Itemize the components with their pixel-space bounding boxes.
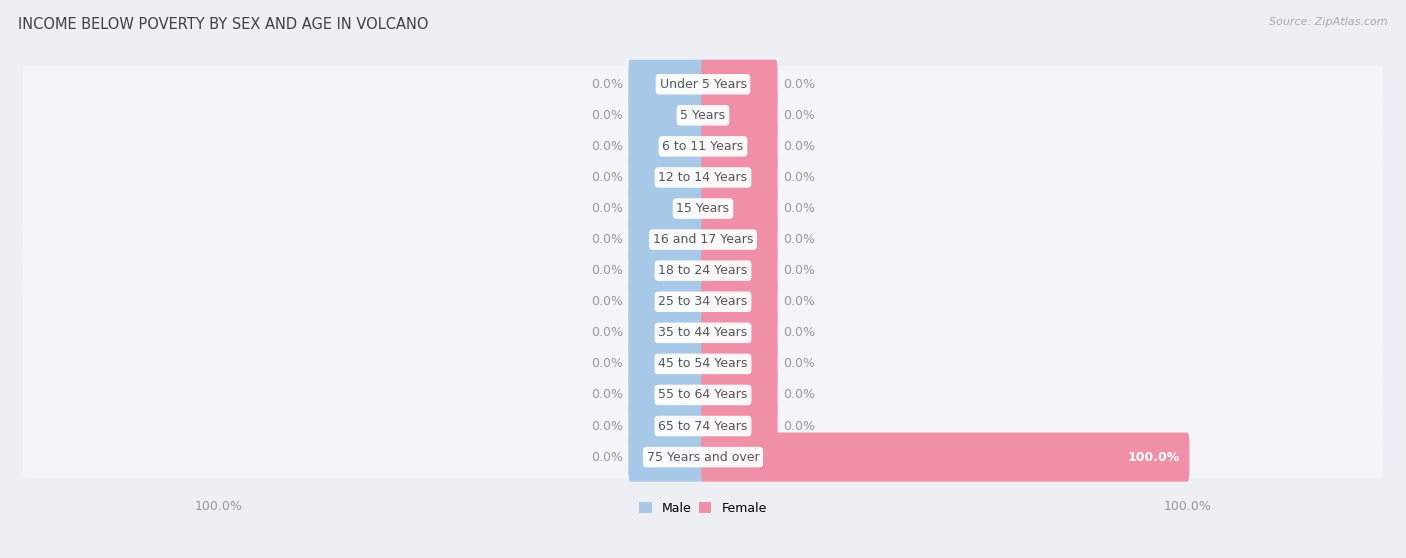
- FancyBboxPatch shape: [702, 153, 778, 202]
- Text: 0.0%: 0.0%: [591, 109, 623, 122]
- FancyBboxPatch shape: [24, 94, 1382, 137]
- FancyBboxPatch shape: [702, 91, 778, 140]
- Text: 12 to 14 Years: 12 to 14 Years: [658, 171, 748, 184]
- Text: 0.0%: 0.0%: [591, 357, 623, 371]
- Text: 45 to 54 Years: 45 to 54 Years: [658, 357, 748, 371]
- Text: 15 Years: 15 Years: [676, 202, 730, 215]
- FancyBboxPatch shape: [628, 401, 704, 450]
- Text: Under 5 Years: Under 5 Years: [659, 78, 747, 91]
- Text: 0.0%: 0.0%: [591, 78, 623, 91]
- Text: 0.0%: 0.0%: [783, 78, 815, 91]
- Text: 0.0%: 0.0%: [783, 140, 815, 153]
- Text: 0.0%: 0.0%: [783, 202, 815, 215]
- FancyBboxPatch shape: [628, 153, 704, 202]
- Text: 6 to 11 Years: 6 to 11 Years: [662, 140, 744, 153]
- Text: 0.0%: 0.0%: [783, 420, 815, 432]
- FancyBboxPatch shape: [628, 184, 704, 233]
- Text: 0.0%: 0.0%: [591, 171, 623, 184]
- FancyBboxPatch shape: [628, 339, 704, 388]
- FancyBboxPatch shape: [628, 122, 704, 171]
- Text: 0.0%: 0.0%: [591, 326, 623, 339]
- FancyBboxPatch shape: [24, 218, 1382, 261]
- FancyBboxPatch shape: [702, 215, 778, 264]
- Text: 0.0%: 0.0%: [783, 233, 815, 246]
- Text: 35 to 44 Years: 35 to 44 Years: [658, 326, 748, 339]
- FancyBboxPatch shape: [702, 308, 778, 357]
- FancyBboxPatch shape: [702, 60, 778, 109]
- Legend: Male, Female: Male, Female: [640, 502, 766, 515]
- Text: 100.0%: 100.0%: [1128, 451, 1180, 464]
- FancyBboxPatch shape: [24, 343, 1382, 386]
- Text: 0.0%: 0.0%: [783, 264, 815, 277]
- Text: 5 Years: 5 Years: [681, 109, 725, 122]
- FancyBboxPatch shape: [702, 401, 778, 450]
- FancyBboxPatch shape: [24, 63, 1382, 105]
- FancyBboxPatch shape: [24, 249, 1382, 292]
- Text: 75 Years and over: 75 Years and over: [647, 451, 759, 464]
- Text: 65 to 74 Years: 65 to 74 Years: [658, 420, 748, 432]
- FancyBboxPatch shape: [24, 156, 1382, 199]
- FancyBboxPatch shape: [628, 246, 704, 295]
- FancyBboxPatch shape: [628, 215, 704, 264]
- Text: 0.0%: 0.0%: [591, 140, 623, 153]
- Text: 0.0%: 0.0%: [591, 233, 623, 246]
- Text: 16 and 17 Years: 16 and 17 Years: [652, 233, 754, 246]
- FancyBboxPatch shape: [702, 277, 778, 326]
- FancyBboxPatch shape: [702, 432, 1189, 482]
- FancyBboxPatch shape: [702, 371, 778, 420]
- Text: 0.0%: 0.0%: [783, 357, 815, 371]
- FancyBboxPatch shape: [24, 311, 1382, 354]
- Text: 0.0%: 0.0%: [783, 171, 815, 184]
- Text: 0.0%: 0.0%: [591, 420, 623, 432]
- FancyBboxPatch shape: [702, 339, 778, 388]
- Text: 55 to 64 Years: 55 to 64 Years: [658, 388, 748, 401]
- FancyBboxPatch shape: [24, 280, 1382, 323]
- Text: 0.0%: 0.0%: [591, 451, 623, 464]
- Text: 0.0%: 0.0%: [783, 295, 815, 308]
- FancyBboxPatch shape: [628, 432, 704, 482]
- FancyBboxPatch shape: [628, 60, 704, 109]
- Text: 0.0%: 0.0%: [591, 388, 623, 401]
- FancyBboxPatch shape: [24, 373, 1382, 416]
- FancyBboxPatch shape: [702, 246, 778, 295]
- Text: 18 to 24 Years: 18 to 24 Years: [658, 264, 748, 277]
- FancyBboxPatch shape: [628, 308, 704, 357]
- FancyBboxPatch shape: [702, 184, 778, 233]
- Text: 0.0%: 0.0%: [783, 388, 815, 401]
- FancyBboxPatch shape: [628, 91, 704, 140]
- Text: 0.0%: 0.0%: [591, 264, 623, 277]
- FancyBboxPatch shape: [628, 371, 704, 420]
- FancyBboxPatch shape: [24, 125, 1382, 168]
- Text: INCOME BELOW POVERTY BY SEX AND AGE IN VOLCANO: INCOME BELOW POVERTY BY SEX AND AGE IN V…: [18, 17, 429, 32]
- FancyBboxPatch shape: [24, 187, 1382, 230]
- FancyBboxPatch shape: [24, 436, 1382, 479]
- FancyBboxPatch shape: [24, 405, 1382, 448]
- FancyBboxPatch shape: [702, 122, 778, 171]
- Text: 25 to 34 Years: 25 to 34 Years: [658, 295, 748, 308]
- Text: 0.0%: 0.0%: [783, 109, 815, 122]
- Text: 0.0%: 0.0%: [591, 202, 623, 215]
- Text: Source: ZipAtlas.com: Source: ZipAtlas.com: [1270, 17, 1388, 27]
- Text: 0.0%: 0.0%: [783, 326, 815, 339]
- FancyBboxPatch shape: [628, 277, 704, 326]
- Text: 0.0%: 0.0%: [591, 295, 623, 308]
